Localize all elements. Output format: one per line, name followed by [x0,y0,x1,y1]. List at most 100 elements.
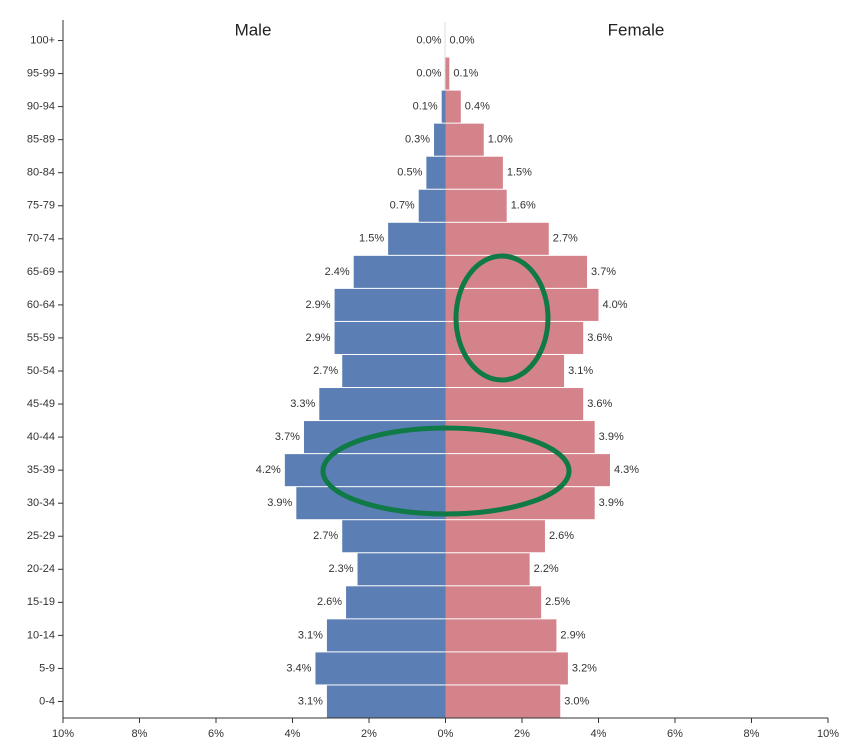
y-tick-label: 70-74 [27,233,55,245]
value-label: 0.1% [453,67,478,79]
value-label: 1.0% [488,134,513,146]
value-label: 0.3% [405,134,430,146]
value-label: 0.1% [413,101,438,113]
bar [445,520,545,553]
y-tick-label: 55-59 [27,332,55,344]
value-label: 2.9% [560,629,585,641]
value-label: 4.0% [603,299,628,311]
y-tick-label: 30-34 [27,497,55,509]
y-tick-label: 45-49 [27,398,55,410]
y-tick-label: 35-39 [27,464,55,476]
y-tick-label: 65-69 [27,266,55,278]
bar [445,288,599,321]
bar [326,685,446,718]
y-tick-label: 40-44 [27,431,55,443]
bar [445,189,507,222]
x-tick-label: 2% [514,728,530,740]
bar [342,520,446,553]
y-tick-label: 10-14 [27,629,55,641]
value-label: 2.7% [553,233,578,245]
value-label: 2.2% [534,563,559,575]
y-tick-label: 95-99 [27,67,55,79]
y-tick-label: 15-19 [27,596,55,608]
x-tick-label: 8% [744,728,760,740]
value-label: 0.0% [416,34,441,46]
value-label: 4.2% [256,464,281,476]
bar [445,553,530,586]
bar [441,90,446,123]
value-label: 2.3% [328,563,353,575]
value-label: 3.6% [587,332,612,344]
y-tick-label: 80-84 [27,167,55,179]
y-tick-label: 75-79 [27,200,55,212]
value-label: 1.5% [507,167,532,179]
value-label: 3.6% [587,398,612,410]
y-tick-label: 25-29 [27,530,55,542]
value-label: 2.9% [305,299,330,311]
x-tick-label: 8% [132,728,148,740]
highlight-ellipse [320,425,572,517]
value-label: 4.3% [614,464,639,476]
bar [284,454,446,487]
y-tick-label: 50-54 [27,365,55,377]
value-label: 1.5% [359,233,384,245]
value-label: 3.1% [298,629,323,641]
value-label: 3.9% [599,431,624,443]
x-tick-label: 10% [52,728,74,740]
value-label: 3.4% [286,662,311,674]
bar [418,189,446,222]
bar [445,156,503,189]
bar [445,619,557,652]
value-label: 2.6% [549,530,574,542]
bar [445,685,561,718]
value-label: 3.7% [591,266,616,278]
bar [319,388,446,421]
bar [326,619,446,652]
bar [445,222,549,255]
value-label: 3.1% [568,365,593,377]
value-label: 0.0% [450,34,475,46]
bar [445,652,568,685]
y-tick-label: 60-64 [27,299,55,311]
x-tick-label: 4% [285,728,301,740]
bar [388,222,446,255]
bar [353,255,446,288]
y-tick-label: 90-94 [27,101,55,113]
x-tick-label: 4% [591,728,607,740]
x-tick-label: 0% [438,728,454,740]
series-header: Male [235,20,272,39]
value-label: 2.4% [325,266,350,278]
value-label: 3.1% [298,695,323,707]
value-label: 3.2% [572,662,597,674]
x-tick-label: 2% [361,728,377,740]
bar [434,123,446,156]
bar [426,156,446,189]
value-label: 2.7% [313,365,338,377]
x-tick-label: 10% [817,728,839,740]
bar [445,321,584,354]
value-label: 1.6% [511,200,536,212]
series-header: Female [608,20,665,39]
y-tick-label: 20-24 [27,563,55,575]
value-label: 0.0% [416,67,441,79]
x-tick-label: 6% [208,728,224,740]
y-tick-label: 85-89 [27,134,55,146]
value-label: 0.7% [390,200,415,212]
value-label: 3.0% [564,695,589,707]
bar [334,321,446,354]
highlight-ellipse [453,253,551,383]
y-tick-label: 5-9 [39,662,55,674]
bar [357,553,446,586]
y-tick-label: 100+ [30,34,55,46]
bar [445,90,461,123]
bar [315,652,446,685]
value-label: 0.5% [397,167,422,179]
x-tick-label: 6% [667,728,683,740]
bar [445,586,542,619]
value-label: 2.7% [313,530,338,542]
plot [284,57,610,718]
bar [445,57,450,90]
bar [342,354,446,388]
